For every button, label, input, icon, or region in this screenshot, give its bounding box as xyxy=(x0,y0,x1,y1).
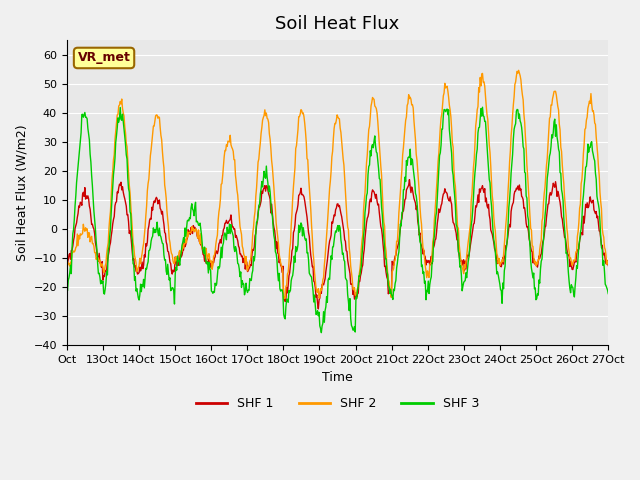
SHF 1 xyxy=(184,236,191,241)
SHF 1 xyxy=(212,248,220,254)
SHF 3 xyxy=(604,291,612,297)
SHF 1 xyxy=(314,306,322,312)
SHF 3 xyxy=(479,104,486,110)
SHF 2 xyxy=(404,100,412,106)
Title: Soil Heat Flux: Soil Heat Flux xyxy=(275,15,399,33)
Text: VR_met: VR_met xyxy=(77,51,131,64)
Line: SHF 3: SHF 3 xyxy=(67,107,608,333)
Line: SHF 2: SHF 2 xyxy=(67,71,608,299)
SHF 3 xyxy=(212,283,220,288)
SHF 3 xyxy=(404,155,412,161)
SHF 2 xyxy=(280,296,287,302)
Line: SHF 1: SHF 1 xyxy=(67,180,608,309)
SHF 2 xyxy=(63,262,70,268)
SHF 1 xyxy=(420,252,428,258)
SHF 2 xyxy=(604,257,612,263)
Legend: SHF 1, SHF 2, SHF 3: SHF 1, SHF 2, SHF 3 xyxy=(191,392,484,415)
SHF 2 xyxy=(184,229,191,235)
SHF 2 xyxy=(515,68,522,73)
SHF 2 xyxy=(73,244,81,250)
SHF 3 xyxy=(129,237,136,243)
SHF 1 xyxy=(406,177,413,182)
SHF 2 xyxy=(420,247,428,252)
SHF 3 xyxy=(63,284,70,289)
SHF 1 xyxy=(129,250,136,255)
SHF 3 xyxy=(184,218,191,224)
SHF 1 xyxy=(73,220,81,226)
SHF 2 xyxy=(212,241,220,247)
SHF 1 xyxy=(604,263,612,268)
SHF 1 xyxy=(404,184,412,190)
SHF 3 xyxy=(73,180,81,185)
SHF 1 xyxy=(63,256,70,262)
SHF 3 xyxy=(420,269,428,275)
SHF 2 xyxy=(129,225,136,231)
SHF 3 xyxy=(317,330,325,336)
X-axis label: Time: Time xyxy=(322,371,353,384)
Y-axis label: Soil Heat Flux (W/m2): Soil Heat Flux (W/m2) xyxy=(15,124,28,261)
